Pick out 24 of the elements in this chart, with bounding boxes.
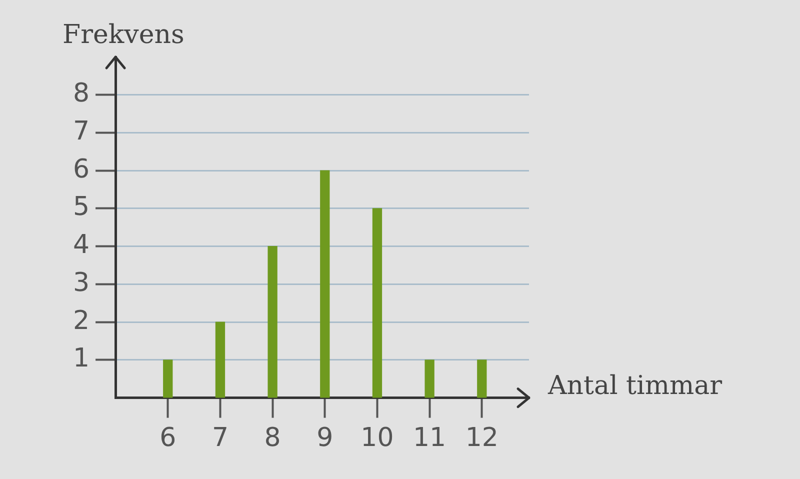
y-tick-label: 1 — [72, 344, 90, 374]
bar — [215, 322, 226, 398]
x-tick-label: 7 — [212, 423, 228, 454]
bar — [477, 360, 487, 398]
x-axis-title: Antal timmar — [547, 370, 723, 401]
y-tick-label: 5 — [72, 192, 90, 222]
bar — [163, 360, 173, 398]
y-tick-label: 3 — [72, 268, 90, 298]
x-tick-label: 6 — [160, 423, 176, 454]
bar — [268, 246, 278, 398]
x-tick-label: 12 — [465, 423, 498, 454]
y-axis-title: Frekvens — [62, 20, 184, 50]
y-tick-label: 6 — [72, 154, 90, 184]
y-tick-label: 2 — [72, 306, 90, 336]
y-tick-label: 4 — [72, 230, 90, 260]
x-tick-label: 10 — [360, 423, 394, 454]
x-tick-label: 11 — [413, 423, 446, 454]
bar — [372, 208, 382, 398]
bar — [320, 170, 330, 398]
bar — [424, 360, 434, 398]
y-tick-label: 7 — [72, 116, 90, 146]
x-tick-label: 9 — [316, 423, 334, 454]
y-tick-label: 8 — [72, 78, 90, 109]
x-tick-label: 8 — [264, 423, 281, 454]
